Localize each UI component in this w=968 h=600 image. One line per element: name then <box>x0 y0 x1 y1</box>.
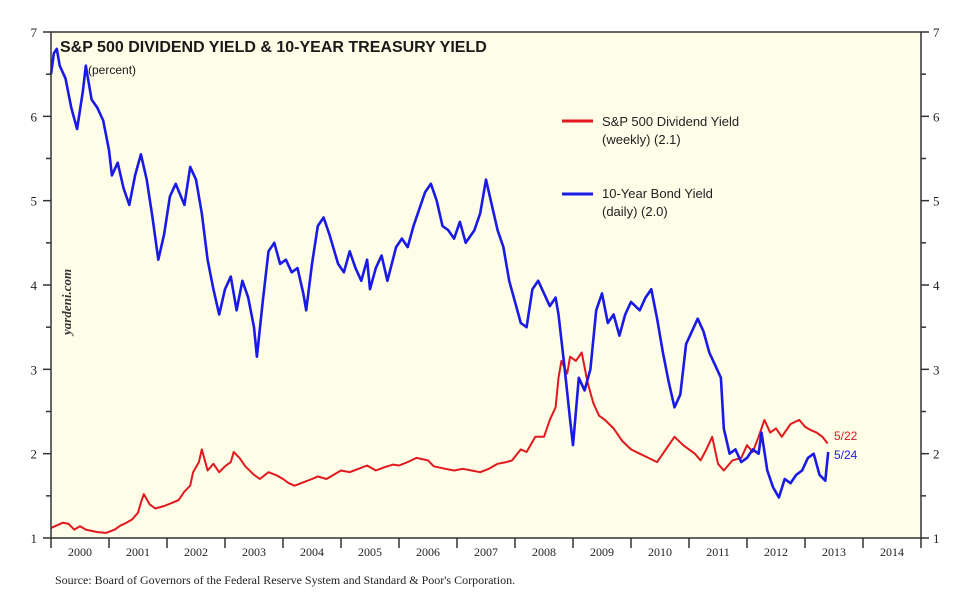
series-layer <box>49 47 830 534</box>
x-tick-label: 2003 <box>242 545 266 559</box>
chart-subtitle: (percent) <box>88 63 136 77</box>
x-tick-label: 2013 <box>822 545 846 559</box>
y-tick-label-right: 1 <box>933 531 940 546</box>
x-tick-label: 2005 <box>358 545 382 559</box>
x-tick-label: 2002 <box>184 545 208 559</box>
y-tick-label-left: 3 <box>31 362 38 377</box>
x-tick-label: 2014 <box>880 545 904 559</box>
x-tick-label: 2000 <box>68 545 92 559</box>
y-tick-label-right: 4 <box>933 278 940 293</box>
series-line-bond-yield <box>49 47 830 499</box>
source-note: Source: Board of Governors of the Federa… <box>55 573 515 587</box>
legend-label-bond-yield: 10-Year Bond Yield <box>602 186 713 201</box>
x-tick-label: 2001 <box>126 545 150 559</box>
y-tick-label-left: 7 <box>31 25 38 40</box>
plot-background <box>51 32 921 538</box>
legend: S&P 500 Dividend Yield (weekly) (2.1) 10… <box>562 114 739 219</box>
y-tick-label-left: 5 <box>31 194 38 209</box>
y-tick-label-left: 1 <box>31 531 38 546</box>
x-tick-label: 2009 <box>590 545 614 559</box>
y-tick-label-right: 3 <box>933 362 940 377</box>
x-tick-label: 2012 <box>764 545 788 559</box>
x-tick-label: 2008 <box>532 545 556 559</box>
plot-frame <box>50 31 922 539</box>
chart-title: S&P 500 DIVIDEND YIELD & 10-YEAR TREASUR… <box>60 39 487 56</box>
end-label-bond-yield: 5/24 <box>834 448 858 462</box>
legend-sublabel-dividend-yield: (weekly) (2.1) <box>602 132 681 147</box>
y-tick-label-left: 6 <box>31 109 38 124</box>
series-line-dividend-yield <box>50 351 829 534</box>
y-tick-label-left: 2 <box>31 447 38 462</box>
x-tick-label: 2007 <box>474 545 498 559</box>
x-tick-label: 2011 <box>706 545 730 559</box>
y-tick-label-right: 7 <box>933 25 940 40</box>
axis-ticks: 1 1 2 2 3 3 4 4 5 5 6 6 7 7 2000 2001 2002 2003 2004 2005 20… <box>31 25 941 559</box>
y-tick-label-right: 2 <box>933 447 940 462</box>
legend-sublabel-bond-yield: (daily) (2.0) <box>602 204 668 219</box>
watermark: yardeni.com <box>59 269 74 337</box>
x-tick-label: 2006 <box>416 545 440 559</box>
end-label-dividend-yield: 5/22 <box>834 429 858 443</box>
y-tick-label-left: 4 <box>31 278 38 293</box>
y-tick-label-right: 6 <box>933 109 940 124</box>
x-tick-label: 2004 <box>300 545 324 559</box>
legend-label-dividend-yield: S&P 500 Dividend Yield <box>602 114 739 129</box>
y-tick-label-right: 5 <box>933 194 940 209</box>
x-tick-label: 2010 <box>648 545 672 559</box>
